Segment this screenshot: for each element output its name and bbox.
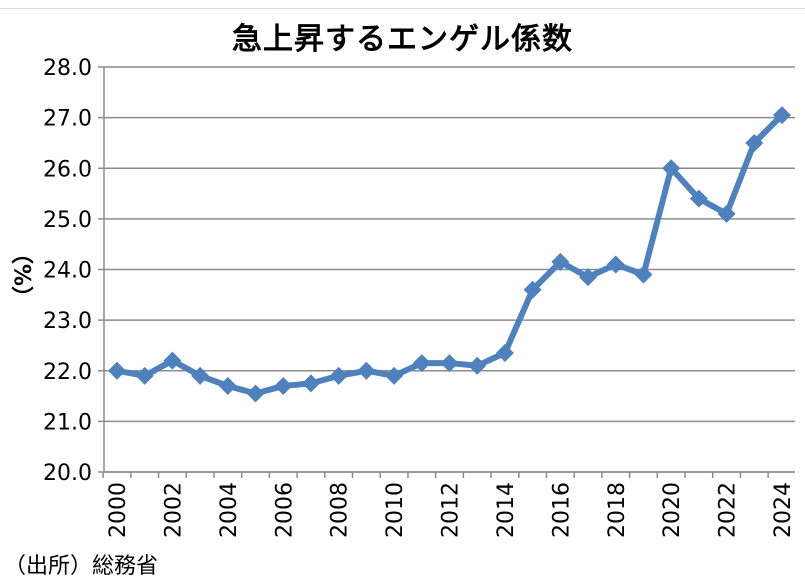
y-tick-label: 26.0 <box>43 157 92 182</box>
data-point <box>495 344 514 363</box>
y-tick-label: 27.0 <box>43 107 92 132</box>
x-tick-label: 2016 <box>549 482 574 538</box>
data-point <box>412 354 431 373</box>
y-tick-label: 24.0 <box>43 259 92 284</box>
data-point <box>108 361 126 380</box>
gridlines <box>98 66 795 473</box>
x-tick-label: 2006 <box>272 482 297 538</box>
x-tick-label: 2008 <box>328 482 353 538</box>
top-rule <box>0 8 805 9</box>
data-point <box>246 384 265 403</box>
data-point <box>717 204 736 223</box>
x-tick-label: 2020 <box>660 482 685 538</box>
y-tick-label: 25.0 <box>43 208 92 233</box>
data-point <box>551 252 570 271</box>
data-point <box>329 366 348 385</box>
y-tick-label: 20.0 <box>43 461 92 486</box>
data-point <box>191 366 210 385</box>
series-layer <box>108 106 791 403</box>
data-point <box>135 366 154 385</box>
x-tick-label: 2014 <box>494 482 519 538</box>
x-tick-labels: 2000 2002 2004 2006 2008 2010 2012 2014 2016 2018… <box>106 482 796 538</box>
source-note: （出所）総務省 <box>4 554 159 579</box>
x-tick-label: 2022 <box>716 482 741 538</box>
series-line <box>116 112 785 397</box>
y-tick-label: 28.0 <box>43 56 92 81</box>
data-point <box>218 376 237 395</box>
data-point <box>274 376 293 395</box>
y-tick-label: 23.0 <box>43 309 92 334</box>
data-point <box>385 366 404 385</box>
x-tick-label: 2010 <box>383 482 408 538</box>
data-point <box>163 351 182 370</box>
x-tick-label: 2018 <box>605 482 630 538</box>
data-point <box>523 280 542 299</box>
data-point <box>440 354 459 373</box>
data-point <box>606 255 625 274</box>
x-tick-label: 2024 <box>771 482 796 538</box>
data-point <box>634 265 653 284</box>
data-point <box>745 133 764 152</box>
y-tick-label: 22.0 <box>43 360 92 385</box>
data-point <box>468 356 487 375</box>
x-tick-label: 2012 <box>439 482 464 538</box>
x-tick-label: 2002 <box>161 482 186 538</box>
data-point <box>301 374 320 393</box>
y-tick-labels: 20.0 21.0 22.0 23.0 24.0 25.0 26.0 27.0 28.0 <box>43 56 92 486</box>
data-point <box>357 361 376 380</box>
data-point <box>662 159 681 178</box>
axes <box>102 67 795 478</box>
chart-title: 急上昇するエンゲル係数 <box>232 22 573 57</box>
y-tick-label: 21.0 <box>43 410 92 435</box>
x-tick-label: 2004 <box>217 482 242 538</box>
data-point <box>773 106 791 125</box>
data-point <box>689 189 708 208</box>
data-point <box>579 268 598 287</box>
x-tick-label: 2000 <box>106 482 131 538</box>
